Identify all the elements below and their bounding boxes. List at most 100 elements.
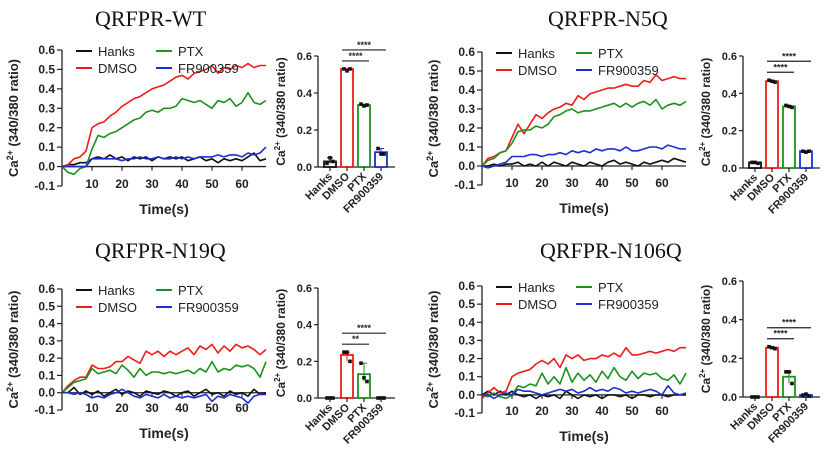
y-tick-label: -0.1 <box>454 178 475 192</box>
x-tick-label: 20 <box>535 176 549 190</box>
data-point <box>345 350 349 354</box>
data-point <box>801 393 805 397</box>
data-point <box>342 350 346 354</box>
legend-label-hanks: Hanks <box>98 44 135 59</box>
x-tick-label: 30 <box>145 401 159 415</box>
data-point <box>331 396 335 400</box>
data-point <box>328 155 332 160</box>
y-tick-label: 0.3 <box>38 101 55 115</box>
y-axis-label: Ca2+ (340/380 ratio) <box>5 291 21 409</box>
data-point <box>807 149 811 153</box>
series-line-fr900359 <box>481 144 686 169</box>
data-point <box>382 152 386 156</box>
y-tick-label: -0.1 <box>34 179 55 193</box>
y-label-unit: (340/380 ratio) <box>274 289 288 373</box>
data-point <box>756 161 760 166</box>
data-point <box>773 80 777 84</box>
series-line-ptx <box>61 91 267 176</box>
data-point <box>767 344 771 349</box>
significance-label: **** <box>357 323 372 333</box>
significance-label: **** <box>782 51 797 61</box>
bar-dmso <box>765 346 779 398</box>
x-tick-label: 50 <box>205 177 219 191</box>
y-tick-label: 0.5 <box>38 299 55 313</box>
y-label-unit: (340/380 ratio) <box>274 57 288 141</box>
bar-y-tick-label: 0.4 <box>297 320 313 332</box>
x-tick-label: 40 <box>595 404 609 418</box>
line-chart-qrfpr-n106q: QRFPR-N106Q -0.1 0.0 0.1 0.2 0.3 0.4 0.5 0.6 10 20… <box>425 238 687 444</box>
x-tick-label: 30 <box>565 176 579 190</box>
bar-y-tick-label: 0.6 <box>722 51 737 63</box>
x-tick-label: 50 <box>625 176 639 190</box>
bar-y-tick-label: 0.2 <box>722 126 737 138</box>
bar-y-tick-label: 0.6 <box>297 51 312 63</box>
y-tick-label: 0.6 <box>458 279 475 293</box>
series-line-hanks <box>62 386 267 398</box>
y-label-ca: Ca <box>274 382 288 398</box>
significance-label: **** <box>782 318 797 328</box>
y-label-unit: (340/380 ratio) <box>699 58 713 142</box>
legend-label-fr900359: FR900359 <box>598 297 659 312</box>
y-tick-label: 0.4 <box>458 315 475 329</box>
x-tick-label: 40 <box>595 176 609 190</box>
data-point <box>365 379 369 384</box>
data-point <box>382 396 386 400</box>
y-label-ca: Ca <box>274 150 288 166</box>
series-line-dmso <box>61 343 267 394</box>
data-point <box>787 104 791 109</box>
data-point <box>750 395 754 399</box>
series-line-ptx <box>481 98 687 167</box>
y-tick-label: 0.1 <box>458 140 475 154</box>
y-label-superscript: 2+ <box>698 368 707 377</box>
x-axis-label: Time(s) <box>559 428 609 444</box>
data-point <box>790 381 794 386</box>
y-label-ca: Ca <box>699 151 713 167</box>
y-tick-label: 0.5 <box>458 297 475 311</box>
legend-label-dmso: DMSO <box>518 63 557 78</box>
data-point <box>331 159 335 164</box>
x-tick-label: 30 <box>145 177 159 191</box>
bar-y-tick-label: 0.6 <box>722 276 737 288</box>
panel-title: QRFPR-WT <box>95 6 207 31</box>
bar-y-tick-label: 0.4 <box>297 88 313 100</box>
data-point <box>376 396 380 400</box>
legend-label-ptx: PTX <box>178 44 204 59</box>
data-point <box>790 105 794 110</box>
x-axis-label: Time(s) <box>559 200 609 216</box>
x-tick-label: 40 <box>175 401 189 415</box>
y-tick-label: 0.1 <box>38 140 55 154</box>
y-label-ca: Ca <box>6 160 21 177</box>
line-chart-qrfpr-n5q: QRFPR-N5Q -0.1 0.0 0.1 0.2 0.3 0.4 0.5 0.6 10 20 30… <box>425 6 687 216</box>
legend-label-ptx: PTX <box>598 280 624 295</box>
data-point <box>345 69 349 73</box>
x-tick-label: 10 <box>85 177 99 191</box>
bar-y-tick-label: 0.2 <box>297 125 312 137</box>
data-point <box>379 152 383 156</box>
legend-label-fr900359: FR900359 <box>178 61 239 76</box>
y-label-ca: Ca <box>6 391 21 408</box>
y-label-ca: Ca <box>426 160 441 177</box>
line-chart-qrfpr-n19q: QRFPR-N19Q -0.1 0.0 0.1 0.2 0.3 0.4 0.5 0.6 10 20 3… <box>5 238 267 441</box>
y-tick-label: 0.5 <box>458 64 475 78</box>
data-point <box>770 79 774 83</box>
y-axis-label: Ca2+ (340/380 ratio) <box>425 291 441 409</box>
data-point <box>767 78 771 83</box>
y-label-ca: Ca <box>426 391 441 408</box>
bar-y-tick-label: 0.0 <box>722 392 737 404</box>
y-axis-label: Ca2+ (340/380 ratio) <box>5 59 21 177</box>
bar-y-tick-label: 0.2 <box>722 353 737 365</box>
x-tick-label: 20 <box>115 177 129 191</box>
bar-dmso <box>765 80 779 169</box>
y-tick-label: 0.1 <box>38 368 55 382</box>
data-point <box>359 361 363 365</box>
y-tick-label: 0.3 <box>458 333 475 347</box>
panel-title: QRFPR-N5Q <box>548 6 668 31</box>
x-tick-label: 10 <box>85 401 99 415</box>
y-tick-label: 0.0 <box>458 388 475 402</box>
significance-label: **** <box>773 329 788 339</box>
y-tick-label: 0.4 <box>38 82 55 96</box>
x-tick-label: 20 <box>115 401 129 415</box>
data-point <box>807 394 811 398</box>
